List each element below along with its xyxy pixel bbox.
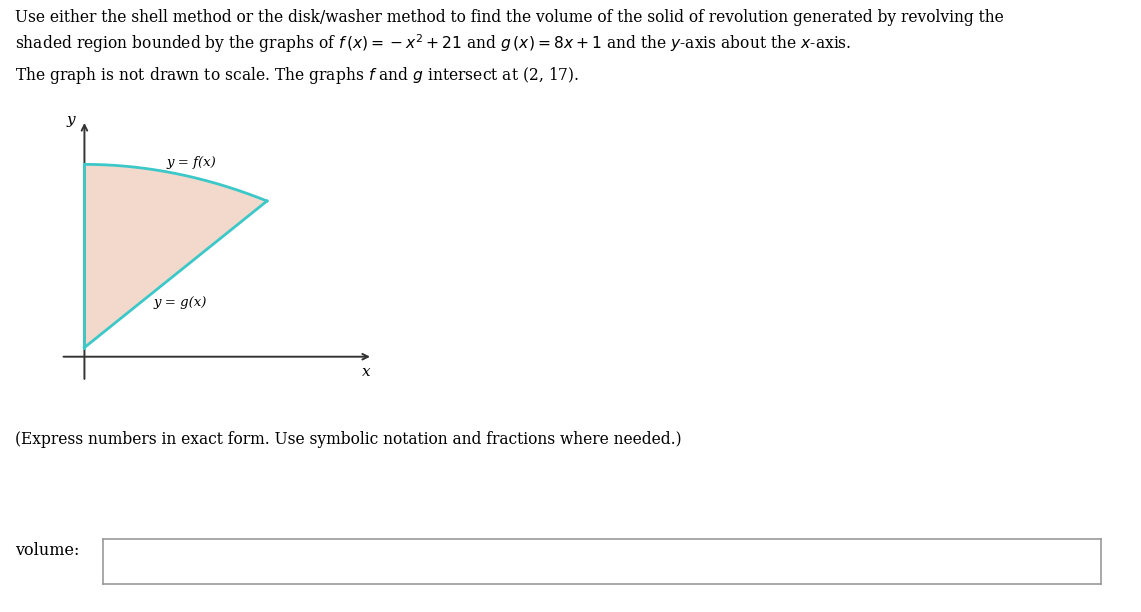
Text: y = f(x): y = f(x) (167, 156, 217, 169)
Text: y: y (66, 113, 75, 127)
Text: Use either the shell method or the disk/washer method to find the volume of the : Use either the shell method or the disk/… (15, 9, 1004, 26)
Text: shaded region bounded by the graphs of $f\,(x) = -x^2 + 21$ and $g\,(x) = 8x + 1: shaded region bounded by the graphs of $… (15, 32, 851, 54)
Text: (Express numbers in exact form. Use symbolic notation and fractions where needed: (Express numbers in exact form. Use symb… (15, 431, 681, 449)
Text: The graph is not drawn to scale. The graphs $f$ and $g$ intersect at (2, 17).: The graph is not drawn to scale. The gra… (15, 65, 580, 86)
Text: volume:: volume: (15, 542, 79, 559)
Polygon shape (84, 165, 267, 348)
Text: x: x (362, 365, 371, 379)
Text: y = g(x): y = g(x) (154, 296, 208, 309)
